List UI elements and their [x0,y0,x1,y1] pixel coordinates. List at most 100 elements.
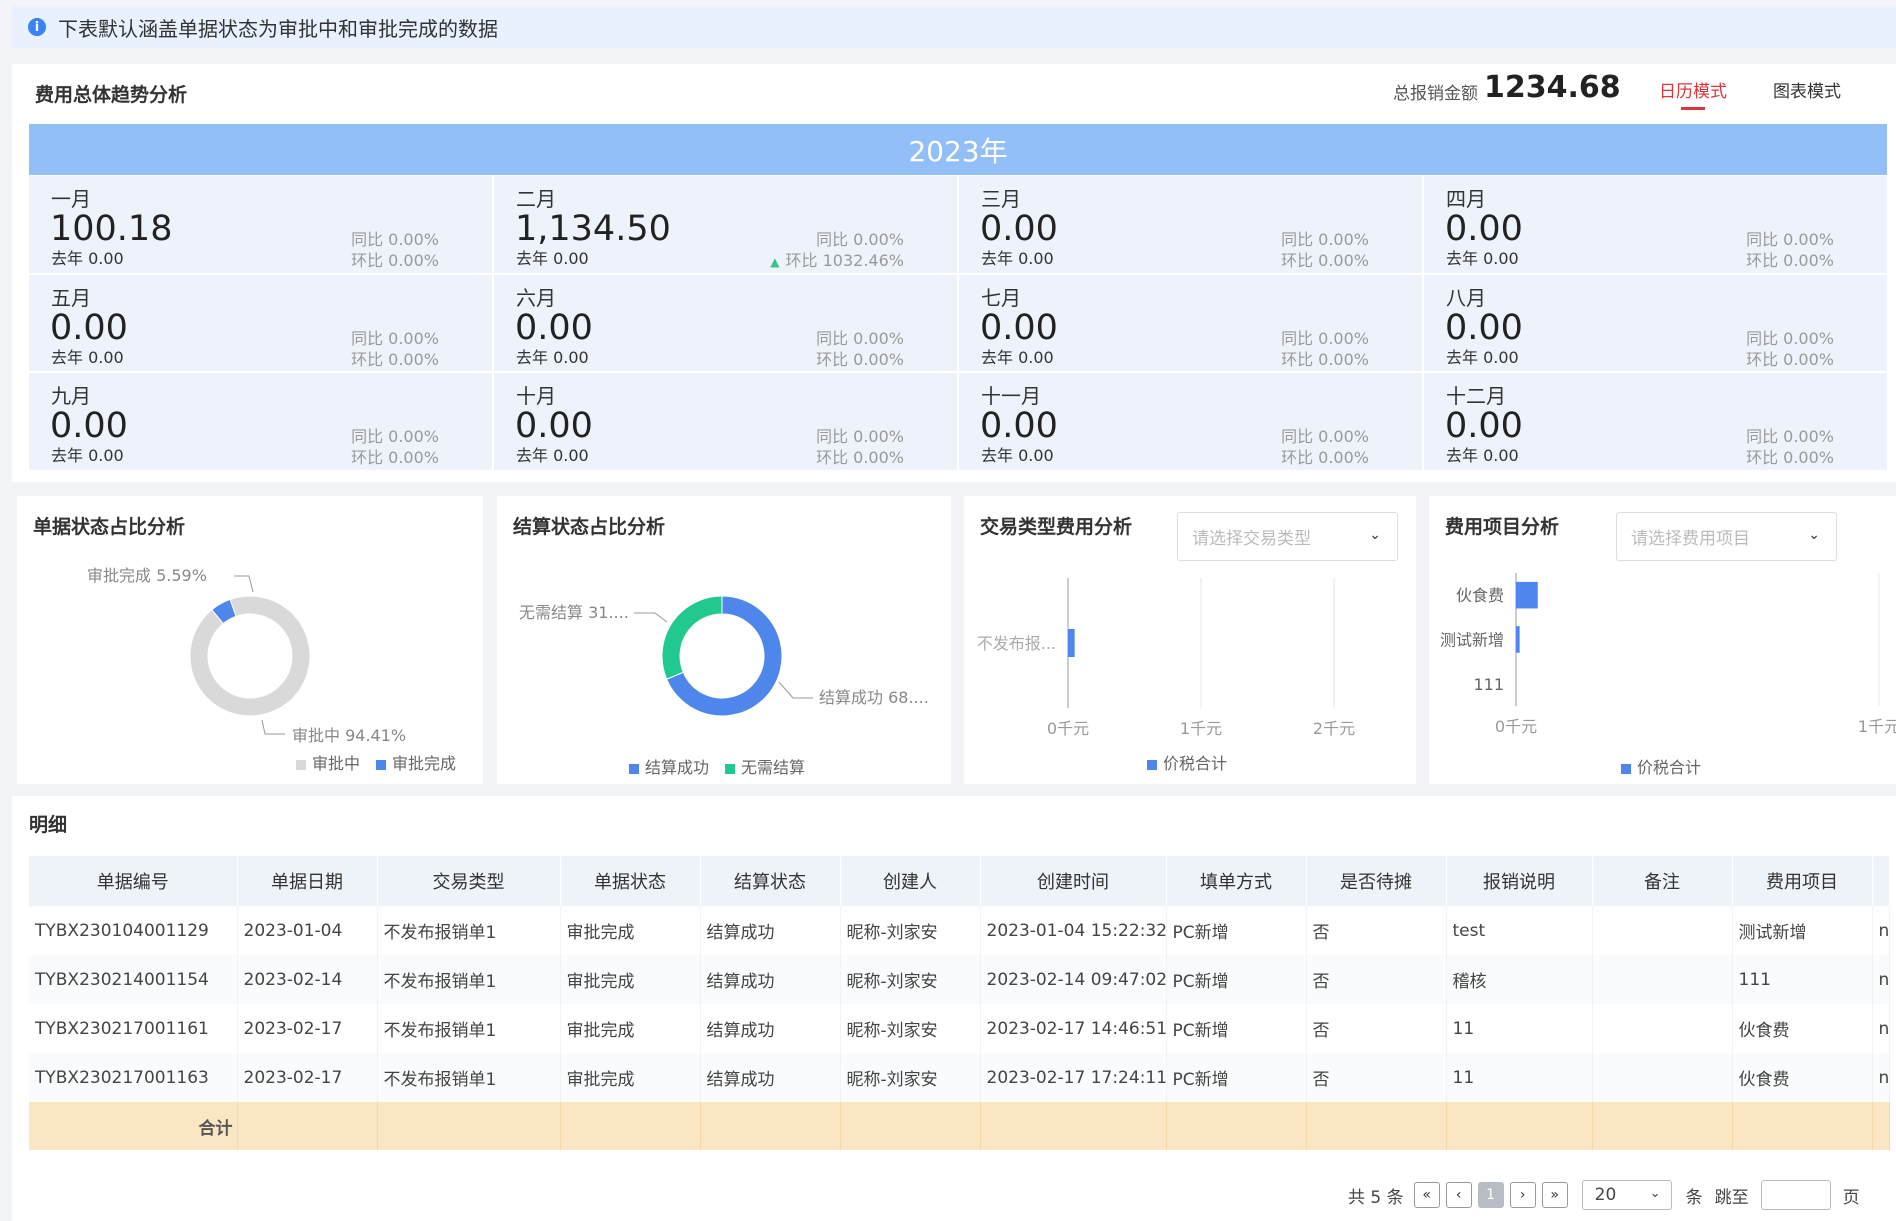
month-last-year: 去年 0.00 [516,347,589,367]
trade-type-select[interactable]: 请选择交易类型 ⌄ [1177,512,1398,561]
month-yoy: 同比 0.00% [1281,328,1369,348]
table-cell: 伙食费 [1732,1004,1873,1053]
bar-测试新增[interactable] [1516,626,1520,653]
donut-slice-结算成功[interactable] [666,595,783,717]
month-yoy: 同比 0.00% [1746,328,1834,348]
table-header-row: 单据编号 单据日期 交易类型 单据状态 结算状态 创建人 创建时间 填单方式 是否待摊 报销说明备… [29,856,1890,906]
month-qoq: 环比 0.00% [816,349,904,369]
column-header[interactable]: 是否待摊 [1306,856,1447,906]
legend-approved[interactable]: 审批完成 [376,750,456,774]
donut-slice-无需结算[interactable] [661,595,723,680]
column-header[interactable]: 备注 [1592,856,1733,906]
category-label: 测试新增 [1440,631,1504,650]
legend-tax-total[interactable]: 价税合计 [1621,754,1701,778]
month-name: 十二月 [1446,384,1506,409]
table-cell: 否 [1306,906,1447,955]
doc-status-legend: 审批中 审批完成 [296,750,456,774]
month-name: 十月 [516,384,556,409]
donut-slice-审批完成[interactable] [211,598,237,625]
month-qoq: 环比 0.00% [1746,448,1834,468]
cost-item-select[interactable]: 请选择费用项目 ⌄ [1616,512,1837,561]
table-cell: PC新增 [1166,1004,1307,1053]
settle-status-panel: 结算状态占比分析 无需结算 31.... 结算成功 68.... 结算成功 无需… [497,496,951,784]
trade-type-legend: 价税合计 [1147,750,1227,774]
month-qoq: 环比 0.00% [1746,349,1834,369]
total-amount-value: 1234.68 [1484,70,1621,105]
month-yoy: 同比 0.00% [1746,427,1834,447]
table-row[interactable]: TYBX230217001163 2023-02-17 不发布报销单1 审批完成 结算成… [29,1053,1890,1102]
category-label: 不发布报... [977,634,1056,653]
jump-label: 跳至 [1714,1187,1749,1208]
trade-type-title: 交易类型费用分析 [980,516,1133,538]
table-row[interactable]: TYBX230104001129 2023-01-04 不发布报销单1 审批完成 结算成… [29,906,1890,955]
sum-cell [1446,1102,1593,1150]
month-name: 十一月 [981,384,1041,409]
donut-slice-审批中[interactable] [189,595,311,717]
month-last-year: 去年 0.00 [1446,249,1519,268]
x-tick-label: 2千元 [1313,719,1355,738]
table-cell: 审批完成 [560,1053,701,1102]
month-value: 100.18 [50,209,173,249]
sum-cell [1732,1102,1873,1150]
info-icon: i [28,18,46,36]
column-header[interactable]: 单据状态 [560,856,701,906]
month-value: 1,134.50 [515,209,671,249]
table-row[interactable]: TYBX230217001161 2023-02-17 不发布报销单1 审批完成 结算成… [29,1004,1890,1053]
page-button-current[interactable]: 1 [1477,1182,1504,1208]
month-value: 0.00 [1445,307,1523,348]
legend-no-settle[interactable]: 无需结算 [725,754,805,778]
column-header[interactable]: 填单方式 [1166,856,1307,906]
chart-mode-tab[interactable]: 图表模式 [1773,82,1841,102]
month-grid: 一月 100.18 去年 0.00 同比 0.00% 环比 0.00% 二月 1,134.5… [29,176,1887,470]
trade-type-panel: 交易类型费用分析 请选择交易类型 ⌄ 0千元 1千元 2千元 不发布报... 价税合计 [964,496,1416,784]
sum-cell [700,1102,841,1150]
next-page-button[interactable]: › [1509,1182,1536,1208]
month-value: 0.00 [1445,406,1523,447]
legend-tax-total[interactable]: 价税合计 [1147,750,1227,774]
month-name: 七月 [981,285,1021,310]
month-cell: 三月 0.00 去年 0.00 同比 0.00% 环比 0.00% [959,176,1422,273]
table-cell: 否 [1306,1053,1447,1102]
jump-page-input[interactable] [1760,1180,1831,1210]
column-header[interactable]: 创建时间 [980,856,1167,906]
detail-table: 单据编号 单据日期 交易类型 单据状态 结算状态 创建人 创建时间 填单方式 是否待摊 报销说明备… [29,856,1890,1150]
month-qoq: 环比 0.00% [1281,251,1369,270]
first-page-button[interactable]: « [1413,1182,1440,1208]
last-page-button[interactable]: » [1541,1182,1568,1208]
table-cell: 稽核 [1446,955,1593,1004]
calendar-mode-tab[interactable]: 日历模式 [1659,77,1727,110]
month-name: 四月 [1446,187,1486,211]
column-header[interactable]: 报销说明 [1446,856,1593,906]
month-value: 0.00 [980,406,1058,447]
legend-settled[interactable]: 结算成功 [629,754,709,778]
month-cell: 八月 0.00 去年 0.00 同比 0.00% 环比 0.00% [1424,274,1887,372]
legend-in-approval[interactable]: 审批中 [296,750,360,774]
month-last-year: 去年 0.00 [981,347,1054,367]
column-header[interactable]: 结算状态 [700,856,841,906]
bar-不发布报...[interactable] [1068,629,1075,657]
column-header[interactable] [1872,856,1890,906]
settle-status-title: 结算状态占比分析 [513,516,666,538]
month-name: 六月 [516,285,556,310]
bar-伙食费[interactable] [1516,581,1538,609]
sum-cell [1872,1102,1890,1150]
table-cell: 审批完成 [560,955,701,1004]
prev-page-button[interactable]: ‹ [1445,1182,1472,1208]
cost-item-placeholder: 请选择费用项目 [1631,529,1750,549]
x-tick-label: 0千元 [1495,717,1537,736]
column-header[interactable]: 费用项目 [1732,856,1873,906]
table-cell: n [1872,1004,1890,1053]
slice-label-settled: 结算成功 68.... [819,688,929,707]
sum-cell [1166,1102,1307,1150]
page-size-select[interactable]: 20 ⌄ [1581,1180,1672,1210]
table-cell: 2023-02-17 [237,1053,378,1102]
column-header[interactable]: 交易类型 [377,856,561,906]
up-arrow-icon: ▲ [770,255,780,269]
sum-cell [237,1102,378,1150]
column-header[interactable]: 单据日期 [237,856,378,906]
table-row[interactable]: TYBX230214001154 2023-02-14 不发布报销单1 审批完成 结算成… [29,955,1890,1004]
month-yoy: 同比 0.00% [351,427,439,447]
column-header[interactable]: 单据编号 [29,856,238,906]
column-header[interactable]: 创建人 [840,856,981,906]
month-qoq: 环比 0.00% [351,349,439,369]
